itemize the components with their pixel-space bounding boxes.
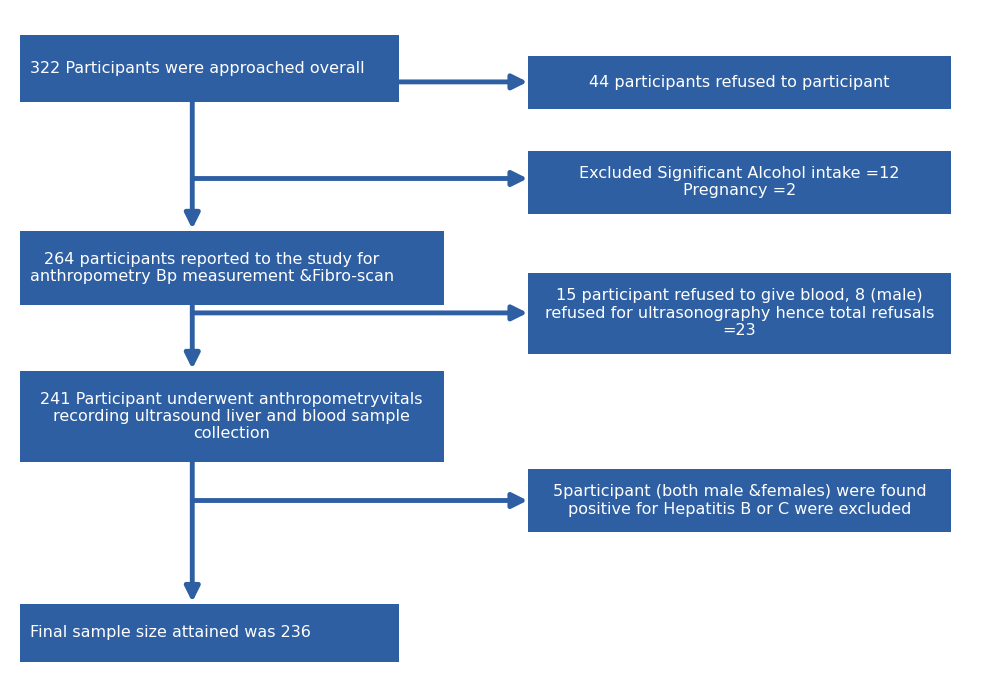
FancyBboxPatch shape <box>20 35 399 101</box>
FancyBboxPatch shape <box>20 371 444 462</box>
Text: 15 participant refused to give blood, 8 (male)
refused for ultrasonography hence: 15 participant refused to give blood, 8 … <box>545 288 934 338</box>
Text: 322 Participants were approached overall: 322 Participants were approached overall <box>30 61 364 76</box>
FancyBboxPatch shape <box>20 604 399 662</box>
FancyBboxPatch shape <box>528 56 951 108</box>
Text: Final sample size attained was 236: Final sample size attained was 236 <box>30 625 311 640</box>
FancyBboxPatch shape <box>20 231 444 304</box>
FancyBboxPatch shape <box>528 273 951 354</box>
Text: 241 Participant underwent anthropometryvitals
recording ultrasound liver and blo: 241 Participant underwent anthropometryv… <box>40 391 423 442</box>
FancyBboxPatch shape <box>528 150 951 214</box>
FancyBboxPatch shape <box>528 469 951 532</box>
Text: Excluded Significant Alcohol intake =12
Pregnancy =2: Excluded Significant Alcohol intake =12 … <box>579 166 900 198</box>
Text: 5participant (both male &females) were found
positive for Hepatitis B or C were : 5participant (both male &females) were f… <box>553 484 926 517</box>
Text: 44 participants refused to participant: 44 participants refused to participant <box>590 75 889 90</box>
Text: 264 participants reported to the study for
anthropometry Bp measurement &Fibro-s: 264 participants reported to the study f… <box>30 251 393 284</box>
